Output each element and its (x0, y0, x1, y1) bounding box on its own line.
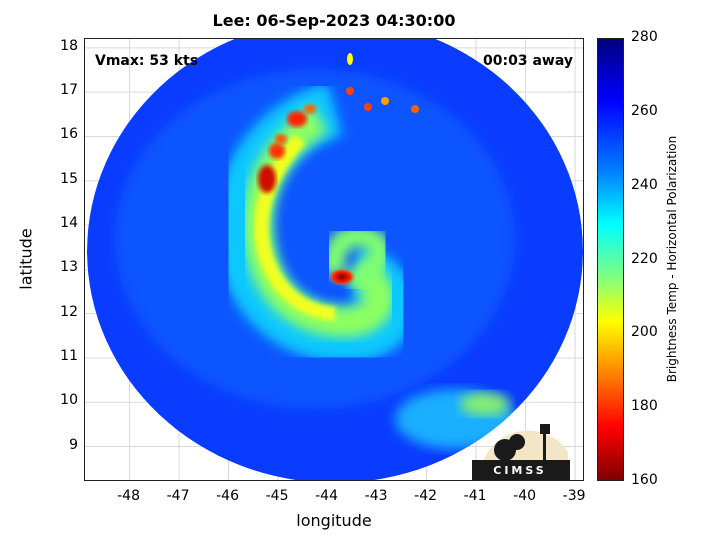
y-tick-label: 14 (60, 215, 78, 232)
y-tick-label: 13 (60, 259, 78, 276)
x-tick-label: -43 (364, 488, 388, 504)
x-tick-label: -45 (265, 488, 289, 504)
microwave-image (85, 39, 583, 480)
y-tick-label: 17 (60, 82, 78, 99)
colorbar-tick-label: 160 (631, 472, 658, 488)
x-tick-label: -39 (562, 488, 586, 504)
colorbar-tick-label: 240 (631, 176, 658, 193)
time-away-label: 00:03 away (483, 53, 573, 69)
y-tick-label: 15 (60, 170, 78, 187)
x-tick-label: -46 (216, 488, 239, 504)
cimss-logo: CIMSS (470, 412, 570, 480)
vmax-label: Vmax: 53 kts (95, 53, 199, 69)
y-tick-label: 9 (69, 436, 78, 453)
colorbar-tick-label: 200 (631, 324, 658, 341)
x-tick-label: -47 (166, 488, 190, 504)
colorbar-tick-label: 280 (631, 29, 658, 45)
y-tick-label: 16 (60, 126, 78, 143)
x-tick-label: -44 (315, 488, 338, 504)
y-tick-label: 11 (60, 347, 78, 364)
cimss-logo-text: CIMSS (493, 464, 547, 477)
colorbar-tick-label: 260 (631, 102, 658, 119)
x-tick-label: -42 (414, 488, 438, 504)
colorbar-tick-label: 180 (631, 398, 658, 415)
colorbar (597, 38, 624, 481)
y-axis-label: latitude (16, 228, 36, 290)
x-tick-label: -48 (117, 488, 140, 504)
colorbar-tick-label: 220 (631, 250, 658, 267)
cimss-logo-graphic (472, 424, 570, 480)
x-axis-label: longitude (296, 511, 372, 530)
plot-area: Vmax: 53 kts 00:03 away (84, 38, 584, 481)
colorbar-label: Brightness Temp - Horizontal Polarizatio… (665, 135, 679, 383)
x-tick-label: -41 (463, 488, 487, 504)
y-tick-label: 18 (60, 37, 78, 54)
map-title: Lee: 06-Sep-2023 04:30:00 (212, 11, 456, 30)
y-tick-label: 12 (60, 303, 78, 320)
y-tick-label: 10 (60, 392, 78, 409)
x-tick-label: -40 (513, 488, 537, 504)
brightness-swath (87, 39, 583, 480)
